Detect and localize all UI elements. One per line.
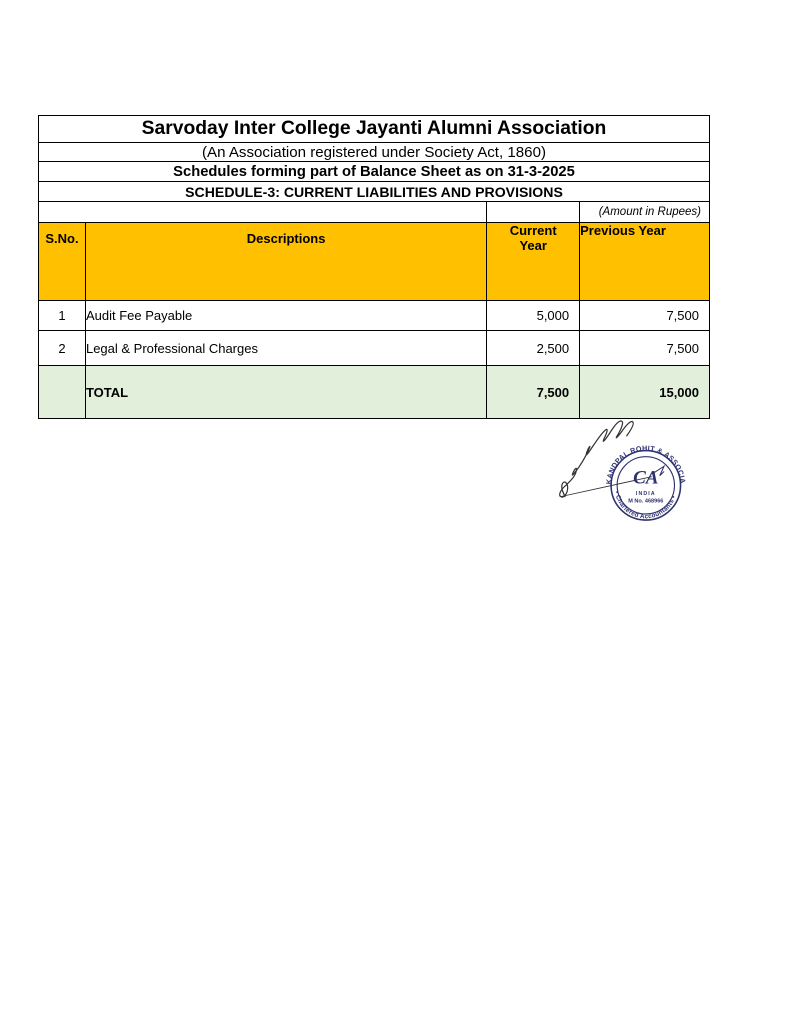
svg-text:CA: CA bbox=[633, 468, 658, 489]
svg-text:KANDPAL ROHIT & ASSOCIATES: KANDPAL ROHIT & ASSOCIATES bbox=[539, 413, 688, 485]
svg-text:M No. 468966: M No. 468966 bbox=[628, 499, 663, 505]
svg-text:INDIA: INDIA bbox=[636, 491, 656, 497]
